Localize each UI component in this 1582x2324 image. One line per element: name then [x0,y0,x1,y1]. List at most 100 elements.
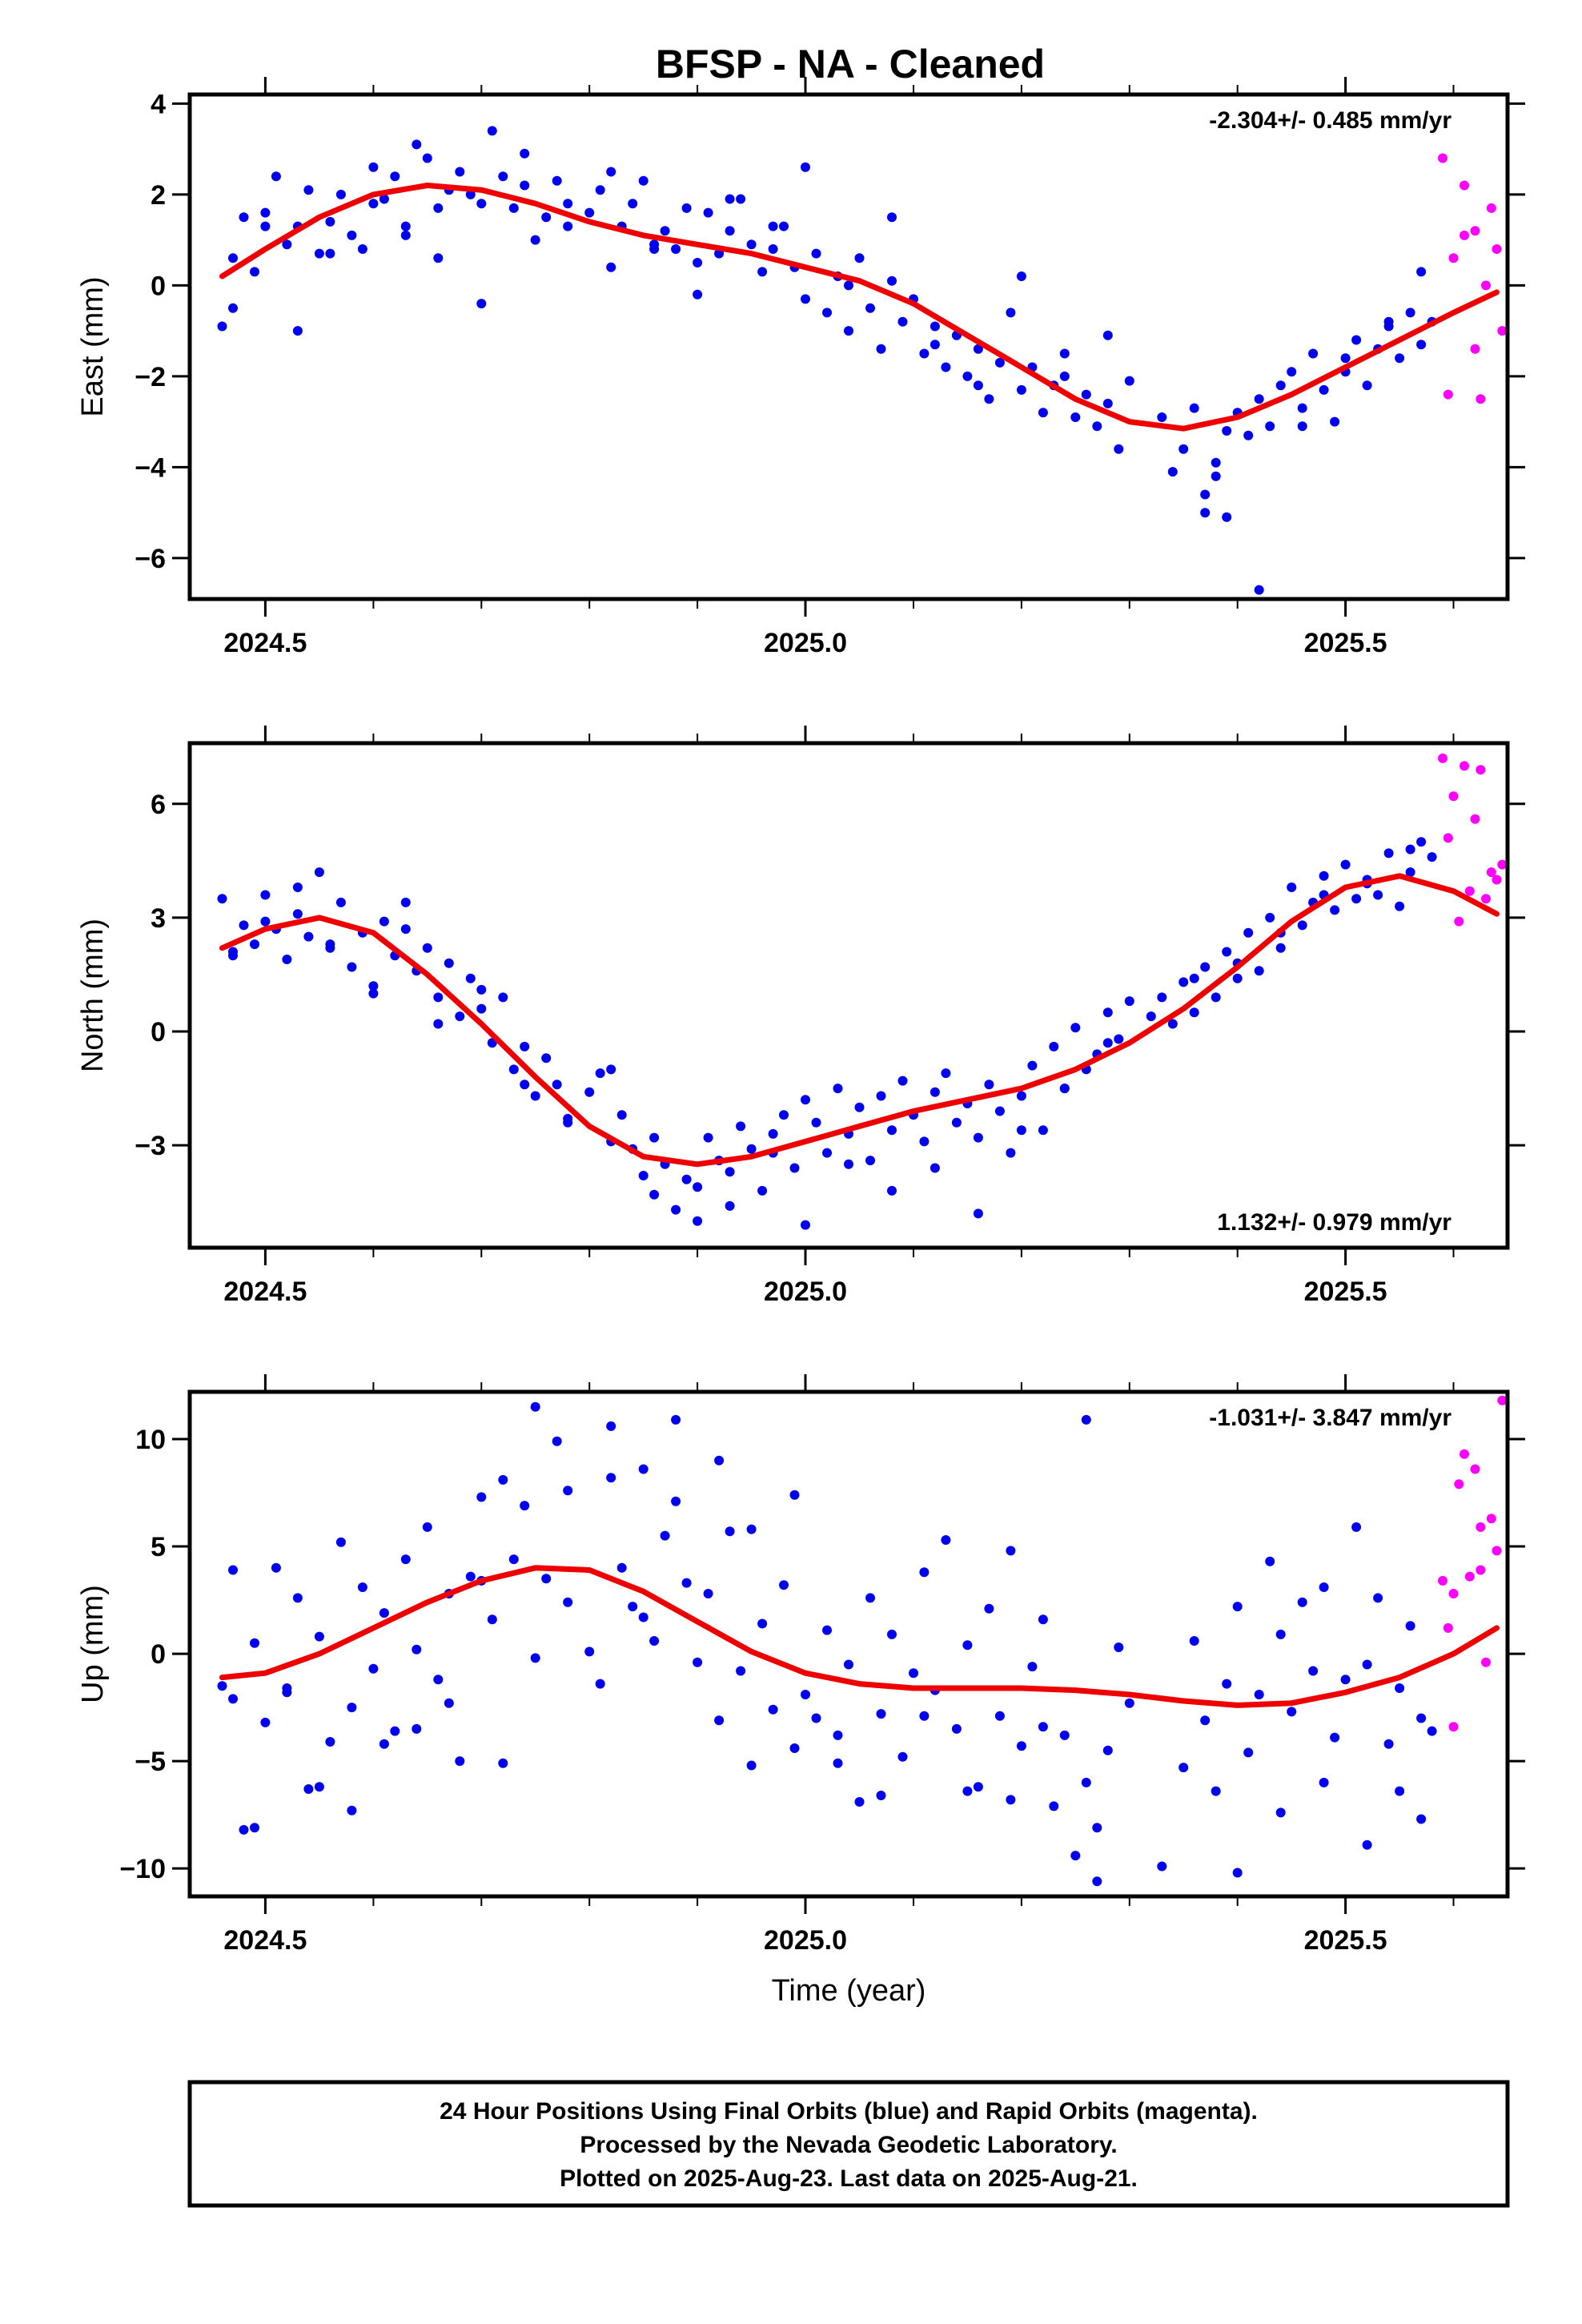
north-final-point [779,1110,789,1120]
up-final-point [444,1698,454,1708]
east-final-point [844,280,853,291]
east-final-point [1297,421,1307,432]
north-final-point [1265,912,1275,923]
up-final-point [714,1455,725,1466]
east-final-point [736,194,746,204]
north-final-point [1211,992,1221,1003]
up-ytick-label: −10 [119,1854,166,1884]
east-final-point [1340,353,1351,364]
up-final-point [347,1805,357,1815]
up-rapid-point [1476,1522,1486,1532]
east-rapid-point [1476,394,1486,404]
north-final-point [455,1011,465,1022]
east-final-point [412,139,422,150]
up-rapid-point [1448,1589,1459,1598]
north-final-point [595,1068,605,1079]
up-final-point [595,1679,605,1689]
up-final-point [746,1760,757,1771]
up-final-point [649,1636,660,1646]
east-rate-label: -2.304+/- 0.485 mm/yr [1209,107,1452,134]
up-final-point [1362,1839,1372,1850]
up-data [217,1395,1508,1887]
east-final-point [984,394,994,404]
north-final-point [606,1064,616,1075]
north-final-point [768,1128,778,1139]
up-final-point [1232,1602,1243,1612]
north-final-point [433,1019,444,1029]
north-final-point [465,973,476,983]
north-final-point [1383,848,1394,858]
east-final-point [865,303,875,313]
north-final-point [801,1095,810,1105]
north-final-point [693,1182,703,1192]
north-final-point [973,1208,983,1219]
north-final-point [854,1102,865,1112]
east-rapid-point [1470,226,1480,236]
east-final-point [1405,308,1415,318]
up-final-point [1243,1747,1254,1758]
up-final-point [271,1562,281,1573]
east-final-point [1059,371,1070,381]
north-final-point [1070,1023,1081,1033]
up-final-point [1006,1546,1016,1556]
up-rapid-point [1486,1514,1496,1524]
east-final-point [1102,330,1113,340]
up-final-point [962,1786,973,1796]
north-final-point [292,909,303,919]
east-final-point [530,235,540,245]
east-final-point [422,153,432,163]
up-rapid-point [1443,1622,1453,1633]
north-xtick-label: 2025.5 [1304,1277,1387,1307]
east-final-point [400,221,411,231]
east-final-point [897,316,908,327]
up-final-point [876,1709,886,1719]
up-final-point [455,1756,465,1767]
north-final-point [368,988,379,999]
up-final-point [1308,1666,1319,1676]
north-final-point [973,1132,983,1143]
east-final-point [498,171,508,182]
up-y-axis-label: Up (mm) [76,1585,110,1703]
north-final-point [876,1091,886,1101]
north-final-point [1232,973,1243,983]
east-final-point [520,148,530,159]
east-final-point [1102,398,1113,408]
north-final-point [1049,1041,1059,1051]
north-final-point [811,1117,821,1128]
up-final-point [1038,1614,1048,1625]
east-final-point [260,221,271,231]
east-final-point [1265,421,1275,432]
north-rapid-point [1481,894,1491,904]
up-rapid-point [1460,1449,1469,1459]
north-final-point [1222,947,1232,957]
north-final-point [725,1167,735,1177]
north-final-point [994,1106,1005,1116]
east-final-point [887,275,897,286]
east-final-point [703,207,713,218]
east-rapid-point [1497,326,1508,336]
up-final-point [1373,1593,1383,1603]
north-final-point [1416,837,1427,847]
north-final-point [1275,943,1286,953]
east-final-point [649,244,660,254]
up-final-point [1275,1807,1286,1818]
up-final-point [508,1554,519,1565]
north-final-point [919,1136,930,1147]
up-final-point [606,1421,616,1431]
north-fit-line [219,873,1500,1168]
up-final-point [714,1715,725,1726]
up-final-point [530,1401,540,1412]
up-final-point [919,1567,930,1578]
up-final-point [1427,1726,1437,1736]
north-rapid-point [1438,753,1447,763]
east-final-point [1124,376,1134,386]
north-final-point [1016,1125,1026,1136]
up-final-point [1330,1732,1340,1743]
north-frame [187,741,1510,1250]
north-final-point [649,1189,660,1200]
east-final-point [563,199,573,209]
east-final-point [1211,457,1221,468]
north-final-point [1340,859,1351,870]
up-ytick-label: 0 [151,1639,166,1670]
north-final-point [1146,1011,1156,1022]
